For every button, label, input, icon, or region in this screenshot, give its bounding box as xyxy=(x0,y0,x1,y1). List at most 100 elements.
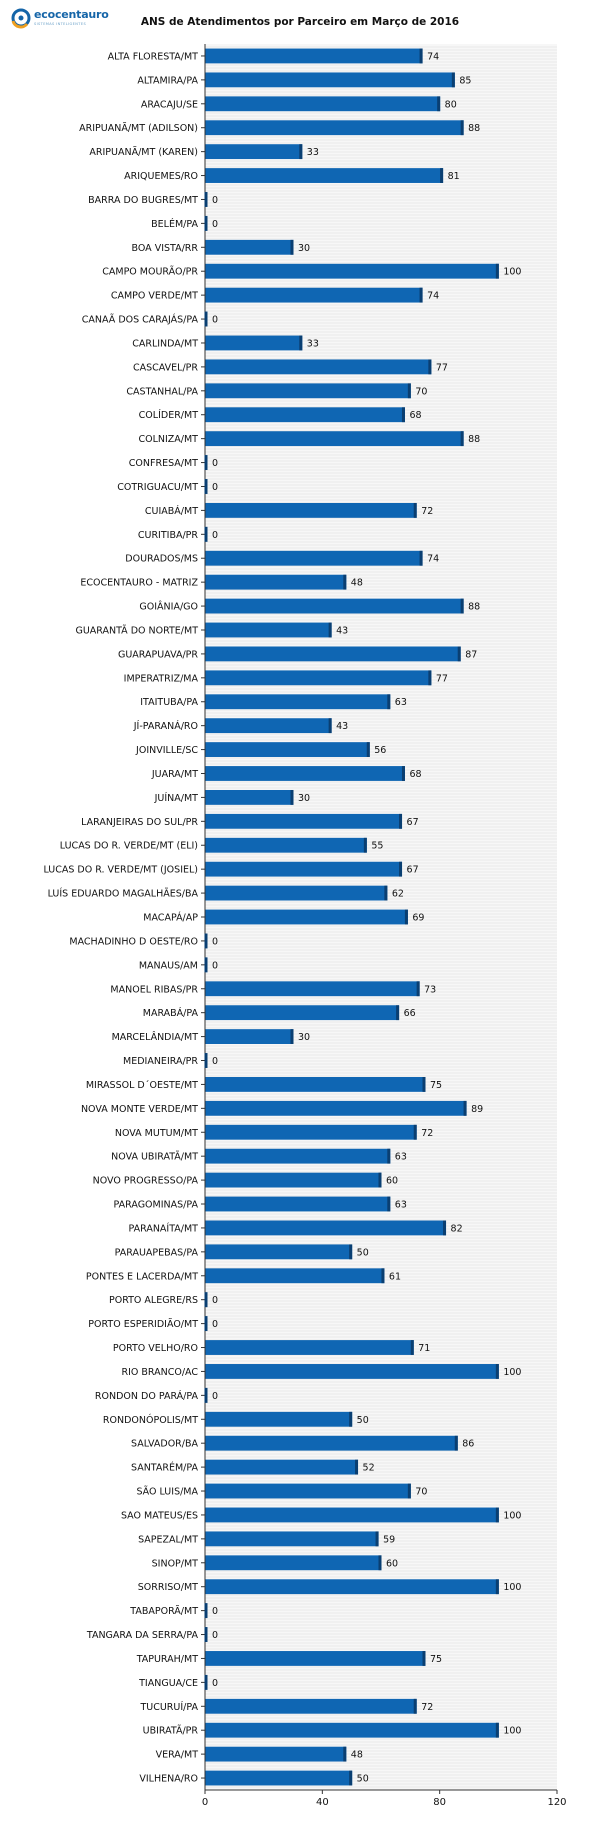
bar-edge xyxy=(349,1770,353,1786)
bar-edge xyxy=(349,1244,353,1260)
bar-edge xyxy=(407,1483,411,1499)
bar-edge xyxy=(375,1531,379,1547)
bar xyxy=(205,1220,447,1236)
bar-edge xyxy=(204,1053,208,1068)
bar xyxy=(205,120,464,136)
category-label: CAMPO VERDE/MT xyxy=(111,291,198,302)
category-label: PARAGOMINAS/PA xyxy=(114,1200,199,1211)
bar-edge xyxy=(328,622,332,638)
value-label: 74 xyxy=(427,291,439,302)
category-label: SORRISO/MT xyxy=(138,1582,198,1593)
category-label: DOURADOS/MS xyxy=(125,554,198,565)
bar xyxy=(205,670,432,686)
category-label: JOINVILLE/SC xyxy=(135,745,198,756)
bar-edge xyxy=(349,1411,353,1427)
bar xyxy=(205,1100,467,1116)
bar xyxy=(205,885,388,901)
category-label: CARLINDA/MT xyxy=(132,338,198,349)
bar-edge xyxy=(299,335,303,351)
value-label: 69 xyxy=(412,913,424,924)
logo-icon xyxy=(11,8,31,29)
bar-edge xyxy=(366,742,370,757)
value-label: 74 xyxy=(427,554,439,565)
bar xyxy=(205,622,332,638)
bar xyxy=(205,550,423,566)
value-label: 0 xyxy=(212,1319,218,1330)
bar-edge xyxy=(407,383,411,399)
value-label: 30 xyxy=(298,243,310,254)
bar xyxy=(205,1459,359,1475)
chart-title: ANS de Atendimentos por Parceiro em Març… xyxy=(140,16,460,28)
category-label: SAO MATEUS/ES xyxy=(121,1510,198,1521)
value-label: 67 xyxy=(407,865,419,876)
category-label: TIANGUA/CE xyxy=(138,1678,198,1689)
category-label: RIO BRANCO/AC xyxy=(121,1367,198,1378)
category-label: ARIPUANÃ/MT (ADILSON) xyxy=(79,123,198,134)
bar xyxy=(205,1340,414,1355)
value-label: 30 xyxy=(298,1032,310,1043)
value-label: 88 xyxy=(468,434,480,445)
category-label: MIRASSOL D´OESTE/MT xyxy=(86,1080,198,1091)
value-label: 48 xyxy=(351,1750,363,1761)
value-label: 33 xyxy=(307,338,319,349)
category-label: ALTA FLORESTA/MT xyxy=(108,51,199,62)
value-label: 88 xyxy=(468,123,480,134)
value-label: 50 xyxy=(357,1774,369,1785)
value-label: 70 xyxy=(415,386,427,397)
bar-edge xyxy=(204,192,208,207)
bar xyxy=(205,1651,426,1666)
value-label: 77 xyxy=(436,673,448,684)
bar xyxy=(205,1268,385,1284)
category-label: CONFRESA/MT xyxy=(129,458,198,469)
value-label: 60 xyxy=(386,1558,398,1569)
value-label: 81 xyxy=(448,171,460,182)
bar xyxy=(205,1148,391,1164)
bar xyxy=(205,1555,382,1571)
bar xyxy=(205,1077,426,1092)
bar xyxy=(205,1411,353,1427)
bar xyxy=(205,72,455,88)
bar xyxy=(205,1029,294,1045)
value-label: 100 xyxy=(503,1367,521,1378)
value-label: 48 xyxy=(351,578,363,589)
bar xyxy=(205,168,444,183)
category-label: RONDONÓPOLIS/MT xyxy=(103,1414,198,1426)
category-label: MANAUS/AM xyxy=(139,960,198,971)
category-label: PARANAÍTA/MT xyxy=(128,1222,198,1234)
bar xyxy=(205,1124,417,1140)
bar xyxy=(205,144,303,160)
category-label: MACHADINHO D OESTE/RO xyxy=(69,936,198,947)
bar-edge xyxy=(363,837,367,853)
bar-edge xyxy=(422,1077,426,1092)
bar-edge xyxy=(457,646,461,662)
category-label: COLÍDER/MT xyxy=(139,409,199,421)
bar xyxy=(205,239,294,255)
category-label: VILHENA/RO xyxy=(139,1774,198,1785)
bar xyxy=(205,383,411,399)
category-label: ECOCENTAURO - MATRIZ xyxy=(80,578,198,589)
category-label: GOIÂNIA/GO xyxy=(139,601,198,613)
bar-edge xyxy=(204,1627,208,1642)
value-label: 100 xyxy=(503,1582,521,1593)
bar xyxy=(205,574,347,590)
bar xyxy=(205,981,420,997)
value-label: 0 xyxy=(212,1295,218,1306)
bar-edge xyxy=(495,1579,499,1595)
bar xyxy=(205,1722,499,1738)
bar xyxy=(205,1507,499,1523)
bar-edge xyxy=(204,526,208,542)
category-label: COLNIZA/MT xyxy=(138,434,198,445)
value-label: 50 xyxy=(357,1247,369,1258)
value-label: 72 xyxy=(421,1128,433,1139)
bar-edge xyxy=(443,1220,447,1236)
value-label: 72 xyxy=(421,506,433,517)
category-label: SAPEZAL/MT xyxy=(138,1534,198,1545)
value-label: 100 xyxy=(503,1726,521,1737)
value-label: 86 xyxy=(462,1439,474,1450)
category-label: MARCELÂNDIA/MT xyxy=(112,1031,199,1043)
bar-edge xyxy=(419,287,423,303)
value-label: 87 xyxy=(465,649,477,660)
bar-edge xyxy=(204,957,208,973)
value-label: 61 xyxy=(389,1271,401,1282)
